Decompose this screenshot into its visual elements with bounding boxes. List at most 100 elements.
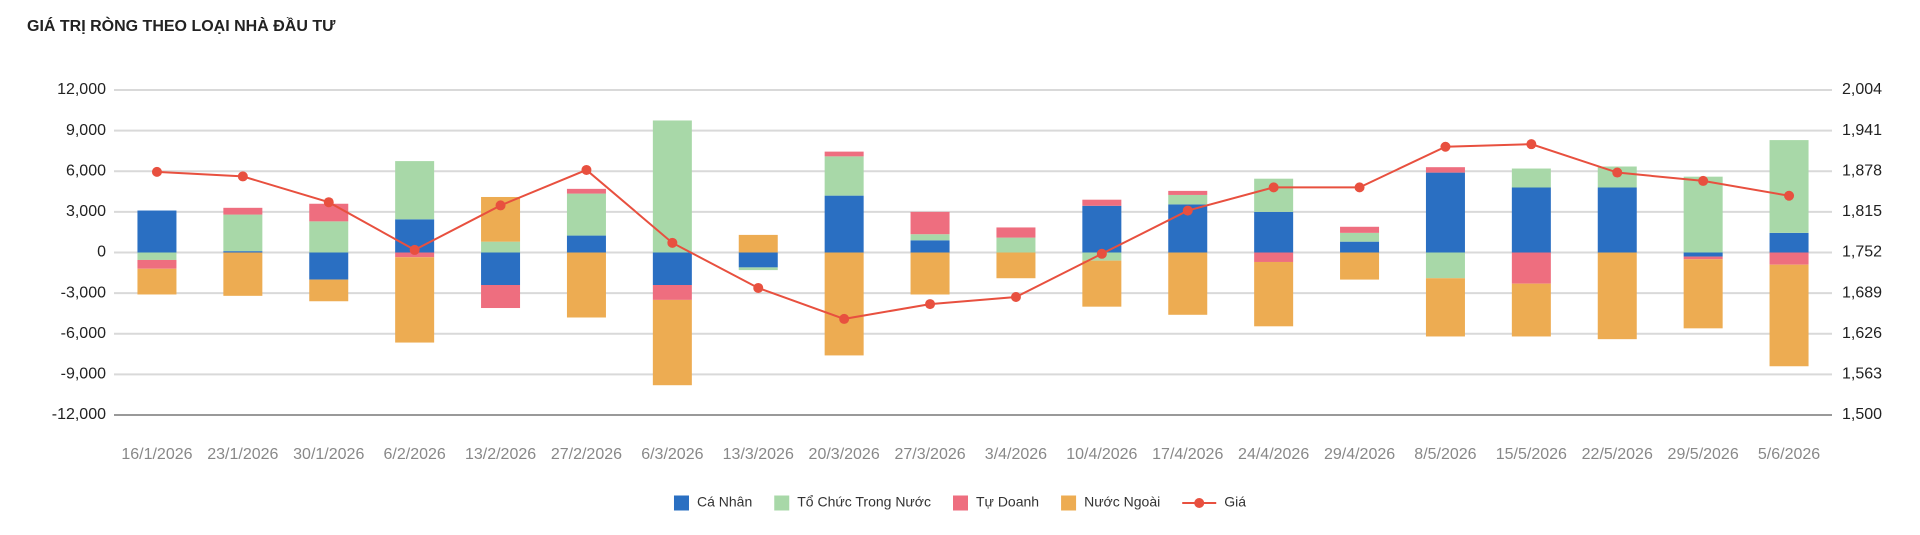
x-tick-label: 16/1/2026 — [121, 446, 192, 463]
bar-segment — [1683, 256, 1723, 260]
bar-segment — [1082, 260, 1122, 307]
line-point — [151, 166, 162, 177]
bar-segment — [1683, 176, 1723, 253]
bar-segment — [1168, 190, 1208, 195]
bar-segment — [481, 285, 521, 309]
legend-label: Nước Ngoài — [1084, 494, 1160, 510]
line-point — [1698, 175, 1709, 186]
bar-segment — [395, 257, 435, 343]
y2-tick-label: 1,941 — [1842, 122, 1882, 139]
x-tick-label: 6/2/2026 — [384, 446, 446, 463]
bar-segment — [1254, 261, 1294, 327]
bar-segment — [223, 252, 263, 296]
bar-segment — [223, 207, 263, 215]
bar-segment — [1425, 252, 1465, 279]
y-tick-label: 0 — [97, 244, 106, 261]
bar-segment — [223, 214, 263, 252]
y-tick-label: 9,000 — [66, 122, 106, 139]
legend-marker — [1194, 498, 1205, 508]
x-tick-label: 24/4/2026 — [1238, 446, 1309, 463]
bar-segment — [1340, 226, 1380, 233]
y2-tick-label: 1,626 — [1842, 325, 1882, 342]
y2-tick-label: 1,689 — [1842, 284, 1882, 301]
bar-segment — [652, 120, 692, 253]
line-point — [1268, 182, 1279, 193]
bar-segment — [137, 259, 177, 269]
line-point — [1182, 205, 1193, 216]
x-tick-label: 10/4/2026 — [1066, 446, 1137, 463]
y-tick-label: -9,000 — [61, 366, 106, 383]
bar-segment — [910, 211, 950, 235]
line-point — [1784, 190, 1795, 201]
bar-segment — [652, 299, 692, 386]
x-tick-label: 3/4/2026 — [985, 446, 1047, 463]
bar-segment — [1340, 241, 1380, 253]
bar-segment — [738, 252, 778, 268]
line-series — [156, 143, 1790, 320]
chart-title: GIÁ TRỊ RÒNG THEO LOẠI NHÀ ĐẦU TƯ — [27, 16, 336, 35]
legend-label: Tổ Chức Trong Nước — [797, 494, 931, 510]
bar-segment — [1082, 199, 1122, 206]
bar-segment — [1082, 205, 1122, 253]
line-point — [1096, 248, 1107, 259]
bar-segment — [1425, 278, 1465, 337]
legend-marker — [953, 495, 968, 511]
bar-segment — [566, 193, 606, 236]
y2-tick-label: 1,752 — [1842, 244, 1882, 261]
bar-segment — [910, 252, 950, 295]
bar-segment — [1254, 252, 1294, 262]
x-tick-label: 23/1/2026 — [207, 446, 278, 463]
y2-tick-label: 1,815 — [1842, 203, 1882, 220]
x-tick-label: 20/3/2026 — [809, 446, 880, 463]
bar-segment — [910, 240, 950, 253]
bar-segment — [1511, 283, 1551, 337]
y2-tick-label: 1,500 — [1842, 406, 1882, 423]
bar-segment — [1168, 252, 1208, 315]
bar-segment — [1769, 232, 1809, 253]
bar-segment — [824, 252, 864, 356]
y-tick-label: 3,000 — [66, 203, 106, 220]
y-tick-label: -6,000 — [61, 325, 106, 342]
bar-segment — [1597, 252, 1637, 340]
line-point — [237, 171, 248, 182]
y-tick-label: -12,000 — [52, 406, 106, 423]
bar-segment — [996, 227, 1036, 238]
bar-segment — [566, 235, 606, 253]
bar-segment — [137, 268, 177, 295]
y2-tick-label: 1,563 — [1842, 366, 1882, 383]
bar-segment — [824, 156, 864, 196]
line-point — [409, 244, 420, 255]
x-tick-label: 30/1/2026 — [293, 446, 364, 463]
line-point — [495, 200, 506, 211]
y-tick-label: 12,000 — [57, 81, 106, 98]
bar-segment — [1425, 167, 1465, 173]
bar-segment — [1254, 211, 1294, 253]
line-point — [1354, 182, 1365, 193]
bar-segment — [1769, 140, 1809, 233]
bar-segment — [309, 221, 349, 253]
bar-segment — [738, 267, 778, 271]
x-tick-label: 22/5/2026 — [1582, 446, 1653, 463]
legend-label: Cá Nhân — [697, 494, 752, 510]
line-point — [581, 164, 592, 175]
bar-segment — [137, 252, 177, 260]
x-tick-label: 6/3/2026 — [641, 446, 703, 463]
legend-marker — [774, 495, 790, 511]
bar-segment — [395, 161, 435, 220]
bar-segment — [1597, 187, 1637, 253]
bar-segment — [1511, 252, 1551, 284]
bar-segment — [738, 234, 778, 253]
y-tick-label: -3,000 — [61, 284, 106, 301]
x-tick-label: 8/5/2026 — [1414, 446, 1476, 463]
bar-segment — [1511, 168, 1551, 188]
bar-segment — [1340, 232, 1380, 242]
line-point — [1440, 141, 1451, 152]
x-tick-label: 13/3/2026 — [723, 446, 794, 463]
bar-segment — [824, 195, 864, 253]
bar-segment — [137, 210, 177, 253]
x-tick-label: 15/5/2026 — [1496, 446, 1567, 463]
x-tick-label: 29/5/2026 — [1668, 446, 1739, 463]
bar-segment — [309, 279, 349, 302]
